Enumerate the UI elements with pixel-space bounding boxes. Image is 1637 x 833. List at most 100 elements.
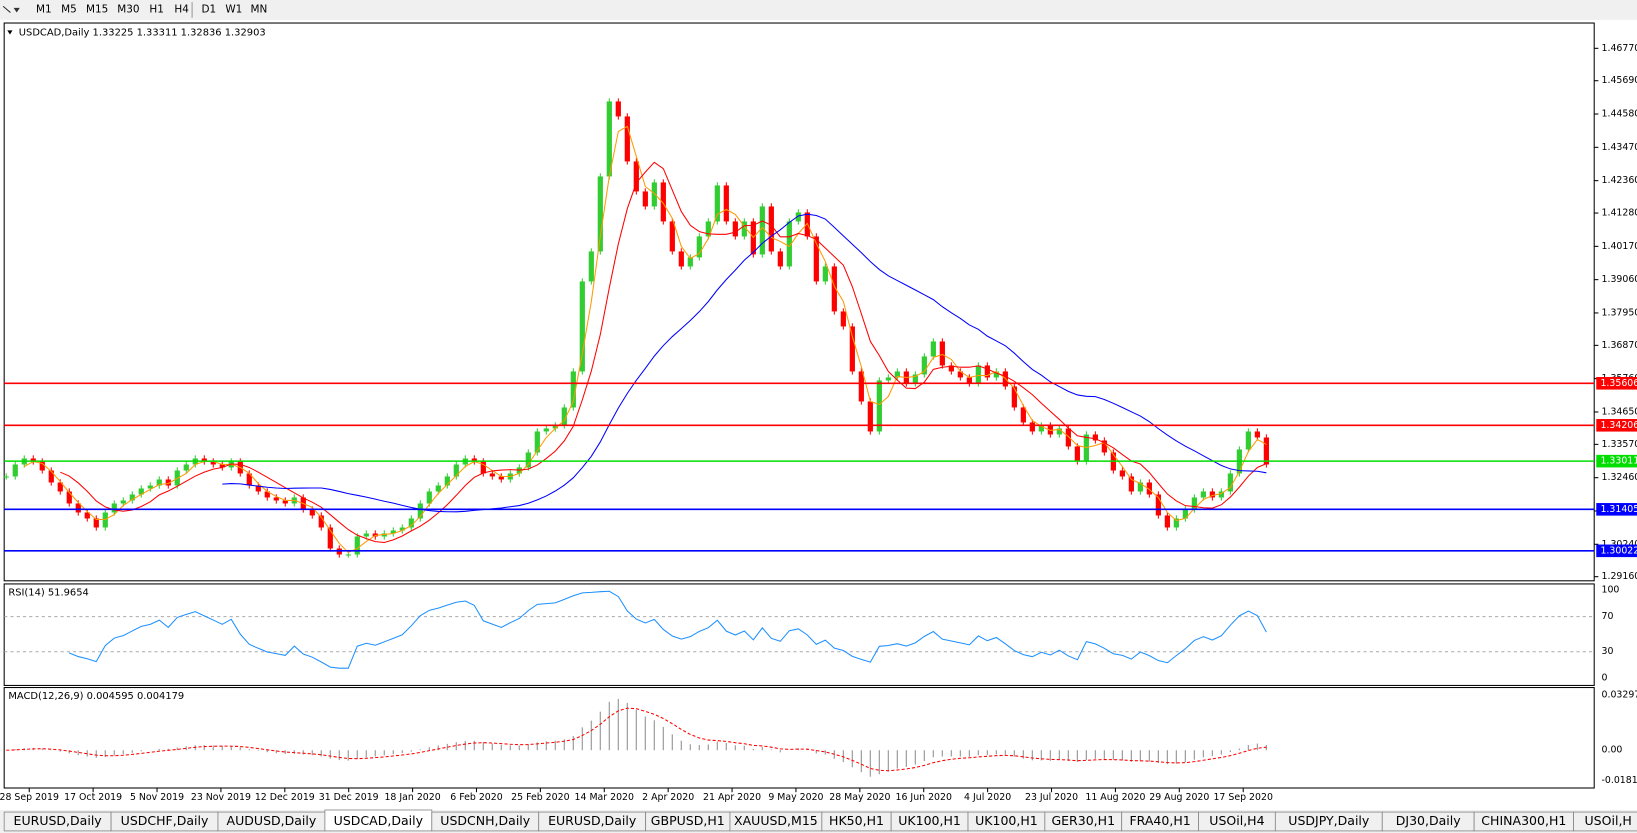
candle [822, 266, 828, 282]
candle [93, 518, 99, 528]
x-tick-label: 23 Nov 2019 [191, 792, 251, 803]
tab[interactable]: USDJPY,Daily [1274, 811, 1383, 832]
timeframe-button[interactable]: H1 [149, 3, 163, 15]
candle [552, 425, 558, 429]
y-tick-label: 70 [1602, 611, 1614, 622]
candle [1065, 428, 1071, 447]
tab-label: USOil,H4 [1209, 813, 1264, 828]
candle [687, 257, 693, 267]
y-tick-label: 0.032977 [1602, 689, 1637, 700]
tab-label: USOil,H [1585, 813, 1632, 828]
candle [39, 461, 45, 471]
tab-label: EURUSD,Daily [548, 813, 637, 828]
candle [1101, 440, 1107, 453]
candle [813, 236, 819, 282]
timeframe-button[interactable]: M30 [117, 3, 139, 15]
x-tick-label: 6 Feb 2020 [450, 792, 502, 803]
tab-label: HK50,H1 [829, 813, 884, 828]
x-tick-label: 5 Nov 2019 [130, 792, 184, 803]
tab-bg [1573, 811, 1637, 832]
candle [1200, 491, 1206, 498]
candle [957, 371, 963, 378]
candle [3, 476, 9, 478]
tool-icon [2, 5, 20, 13]
y-tick-label: 100 [1602, 585, 1620, 596]
candle [885, 377, 891, 381]
tab[interactable]: CHINA300,H1 [1473, 811, 1574, 832]
candle [1128, 476, 1134, 492]
timeframe-button[interactable]: MN [251, 3, 268, 15]
timeframe-button[interactable]: H4 [174, 3, 189, 15]
timeframe-button[interactable]: D1 [201, 3, 216, 15]
candle [921, 356, 927, 375]
candle [579, 281, 585, 372]
candle [561, 407, 567, 426]
tab-label: USDCNH,Daily [440, 813, 530, 828]
candle [264, 491, 270, 498]
tab[interactable]: USDCHF,Daily [110, 811, 219, 832]
candle [1209, 491, 1215, 498]
tab[interactable]: DJ30,Daily [1381, 811, 1475, 832]
candle [255, 485, 261, 492]
tab-label: XAUUSD,M15 [734, 813, 818, 828]
candle [408, 518, 414, 528]
x-tick-label: 21 Apr 2020 [703, 792, 761, 803]
tab[interactable]: FRA40,H1 [1121, 811, 1199, 832]
candle [939, 341, 945, 366]
timeframe-button[interactable]: M1 [36, 3, 52, 15]
tab[interactable]: USOil,H [1573, 811, 1637, 832]
candle [696, 236, 702, 258]
candle [534, 431, 540, 453]
tab[interactable]: UK100,H1 [890, 811, 969, 832]
x-tick-label: 9 May 2020 [768, 792, 823, 803]
candle [633, 161, 639, 192]
candle [426, 491, 432, 504]
tab[interactable]: EURUSD,Daily [538, 811, 647, 832]
candle [912, 374, 918, 384]
tab-label: GBPUSD,H1 [651, 813, 725, 828]
candle [1056, 428, 1062, 435]
tab[interactable]: GBPUSD,H1 [645, 811, 731, 832]
candle [759, 206, 765, 255]
price-label: 1.34206 [1600, 420, 1637, 431]
candle [30, 458, 36, 462]
x-tick-label: 17 Sep 2020 [1213, 792, 1272, 803]
tab[interactable]: HK50,H1 [821, 811, 892, 832]
candle [858, 371, 864, 402]
y-tick-label: 1.29160 [1602, 571, 1637, 582]
candle [975, 365, 981, 384]
candle [417, 503, 423, 519]
tab[interactable]: AUDUSD,Daily [217, 811, 326, 832]
tab[interactable]: USDCAD,Daily [324, 809, 433, 832]
candle [1227, 473, 1233, 492]
candle [381, 533, 387, 537]
tab[interactable]: USOil,H4 [1198, 811, 1276, 832]
candle [327, 527, 333, 549]
timeframe-button[interactable]: M5 [61, 3, 77, 15]
tab[interactable]: EURUSD,Daily [3, 811, 112, 832]
y-tick-label: 30 [1602, 646, 1614, 657]
candle [120, 500, 126, 504]
rsi-title: RSI(14) 51.9654 [8, 587, 88, 598]
x-tick-label: 28 May 2020 [829, 792, 890, 803]
tab[interactable]: XAUUSD,M15 [729, 811, 823, 832]
timeframe-button[interactable]: W1 [225, 3, 242, 15]
candle [993, 371, 999, 378]
tab[interactable]: GER30,H1 [1044, 811, 1123, 832]
tab-label: USDJPY,Daily [1288, 813, 1370, 828]
candle [273, 497, 279, 501]
x-tick-label: 23 Jul 2020 [1025, 792, 1078, 803]
tab[interactable]: USDCNH,Daily [431, 811, 540, 832]
candle [642, 191, 648, 207]
y-tick-label: 1.43470 [1602, 142, 1637, 153]
candle [57, 482, 63, 492]
candle [786, 221, 792, 267]
candle [453, 464, 459, 477]
tab-label: CHINA300,H1 [1481, 813, 1566, 828]
y-tick-label: 1.33570 [1602, 439, 1637, 450]
candle [201, 458, 207, 462]
candle [165, 479, 171, 486]
candle [1173, 518, 1179, 528]
tab[interactable]: UK100,H1 [967, 811, 1046, 832]
timeframe-button[interactable]: M15 [86, 3, 108, 15]
